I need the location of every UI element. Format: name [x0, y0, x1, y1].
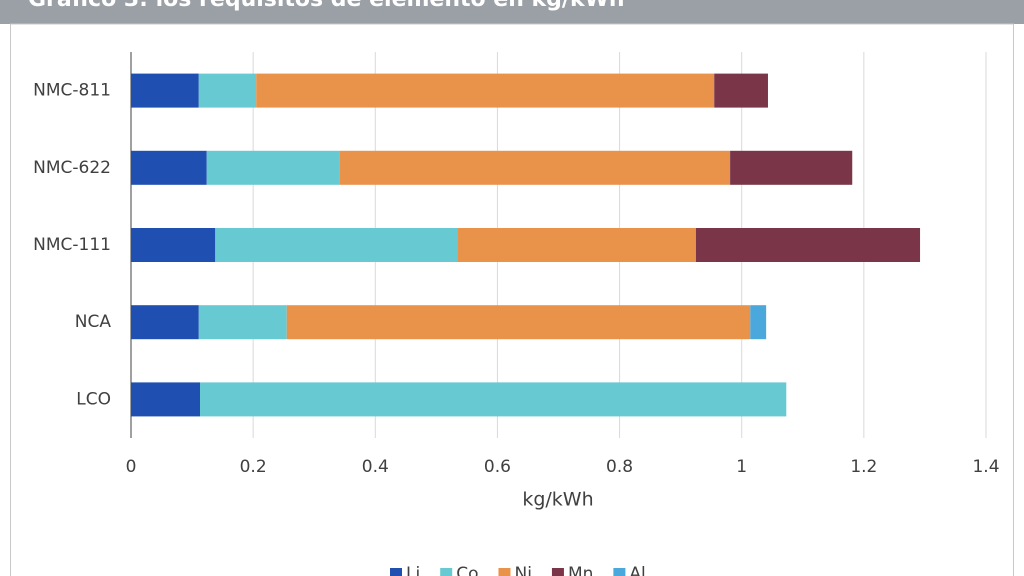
- bar-segment: [131, 150, 207, 185]
- y-tick-label: NCA: [75, 312, 112, 332]
- bar-segment: [131, 382, 201, 417]
- legend-swatch: [440, 568, 453, 576]
- bar-segment: [339, 150, 731, 185]
- x-tick-label: 0: [126, 457, 137, 477]
- bar-segment: [714, 73, 768, 108]
- legend-swatch: [613, 568, 626, 576]
- bar-segment: [131, 228, 216, 262]
- bar-segment: [131, 305, 199, 340]
- legend-label: Co: [456, 564, 478, 576]
- x-tick-label: 1.4: [972, 457, 999, 477]
- bar-segment: [206, 150, 340, 185]
- legend-swatch: [390, 568, 402, 576]
- bar-segment: [198, 305, 287, 340]
- bar-segment: [215, 228, 458, 262]
- panel: [10, 23, 1014, 576]
- legend-label: Al: [629, 564, 645, 576]
- x-tick-label: 0.2: [240, 457, 267, 477]
- y-tick-label: NMC-111: [33, 235, 111, 255]
- bar-segment: [286, 305, 751, 340]
- x-tick-label: 0.6: [484, 457, 511, 477]
- bar-segment: [131, 73, 199, 108]
- y-tick-label: NMC-811: [33, 81, 111, 101]
- bar-segment: [695, 228, 921, 262]
- bar-segment: [750, 305, 767, 340]
- chart-title: Gráfico 3: los requisitos de elemento en…: [28, 0, 625, 12]
- bar-segment: [730, 150, 853, 185]
- legend-label: Li: [406, 564, 420, 576]
- x-axis-label: kg/kWh: [522, 489, 593, 511]
- x-tick-label: 1.2: [850, 457, 877, 477]
- x-tick-label: 0.4: [362, 457, 389, 477]
- bar-segment: [256, 73, 715, 108]
- legend-label: Ni: [514, 564, 531, 576]
- legend-label: Mn: [568, 564, 593, 576]
- y-tick-label: NMC-622: [33, 158, 111, 178]
- bar-segment: [457, 228, 696, 262]
- x-tick-label: 0.8: [606, 457, 633, 477]
- x-tick-label: 1: [736, 457, 747, 477]
- header-bar: [0, 0, 1024, 24]
- bar-segment: [198, 73, 257, 108]
- bar-segment: [200, 382, 787, 417]
- legend-swatch: [498, 568, 511, 576]
- y-tick-label: LCO: [76, 389, 111, 409]
- legend-swatch: [551, 568, 564, 576]
